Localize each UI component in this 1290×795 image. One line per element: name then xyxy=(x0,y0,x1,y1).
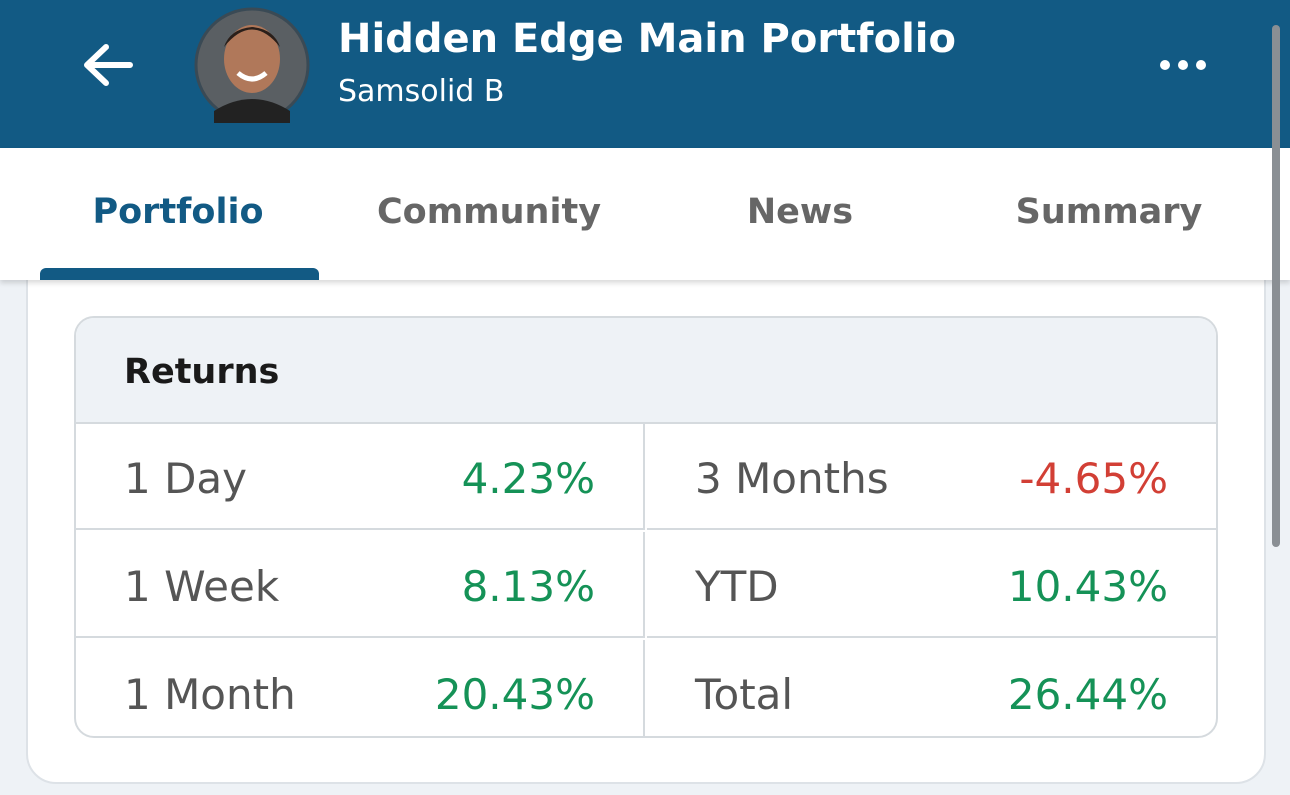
return-value: 20.43% xyxy=(434,670,595,719)
portfolio-title: Hidden Edge Main Portfolio xyxy=(338,16,956,62)
app-header: Hidden Edge Main Portfolio Samsolid B xyxy=(0,0,1290,148)
active-tab-indicator xyxy=(40,268,319,280)
period-label: 1 Day xyxy=(124,454,248,503)
return-value: -4.65% xyxy=(1019,454,1168,503)
returns-card: Returns 1 Day 4.23% 3 Months -4.65% 1 Week 8.… xyxy=(74,316,1218,738)
period-label: Total xyxy=(695,670,794,719)
more-menu[interactable] xyxy=(1155,54,1211,76)
return-cell: Total 26.44% xyxy=(647,640,1216,736)
back-button[interactable] xyxy=(78,40,138,90)
period-label: 3 Months xyxy=(695,454,889,503)
return-cell: 1 Day 4.23% xyxy=(76,424,645,530)
card-title: Returns xyxy=(124,352,280,392)
scrollbar xyxy=(1272,25,1280,547)
return-cell: 1 Week 8.13% xyxy=(76,532,645,638)
period-label: 1 Month xyxy=(124,670,296,719)
return-cell: 1 Month 20.43% xyxy=(76,640,645,736)
card-header: Returns xyxy=(76,318,1216,424)
return-value: 26.44% xyxy=(1007,670,1168,719)
period-label: 1 Week xyxy=(124,562,280,611)
tab[interactable]: Portfolio xyxy=(92,192,264,232)
tab-bar: Portfolio Community News Summary xyxy=(0,148,1290,280)
return-value: 4.23% xyxy=(461,454,595,503)
tab[interactable]: Summary xyxy=(1015,192,1203,232)
period-label: YTD xyxy=(695,562,779,611)
avatar[interactable] xyxy=(194,7,310,123)
return-value: 8.13% xyxy=(461,562,595,611)
tab[interactable]: Community xyxy=(376,192,602,232)
owner-name: Samsolid B xyxy=(338,74,505,109)
return-cell: YTD 10.43% xyxy=(647,532,1216,638)
return-value: 10.43% xyxy=(1007,562,1168,611)
tab[interactable]: News xyxy=(746,192,854,232)
return-cell: 3 Months -4.65% xyxy=(647,424,1216,530)
